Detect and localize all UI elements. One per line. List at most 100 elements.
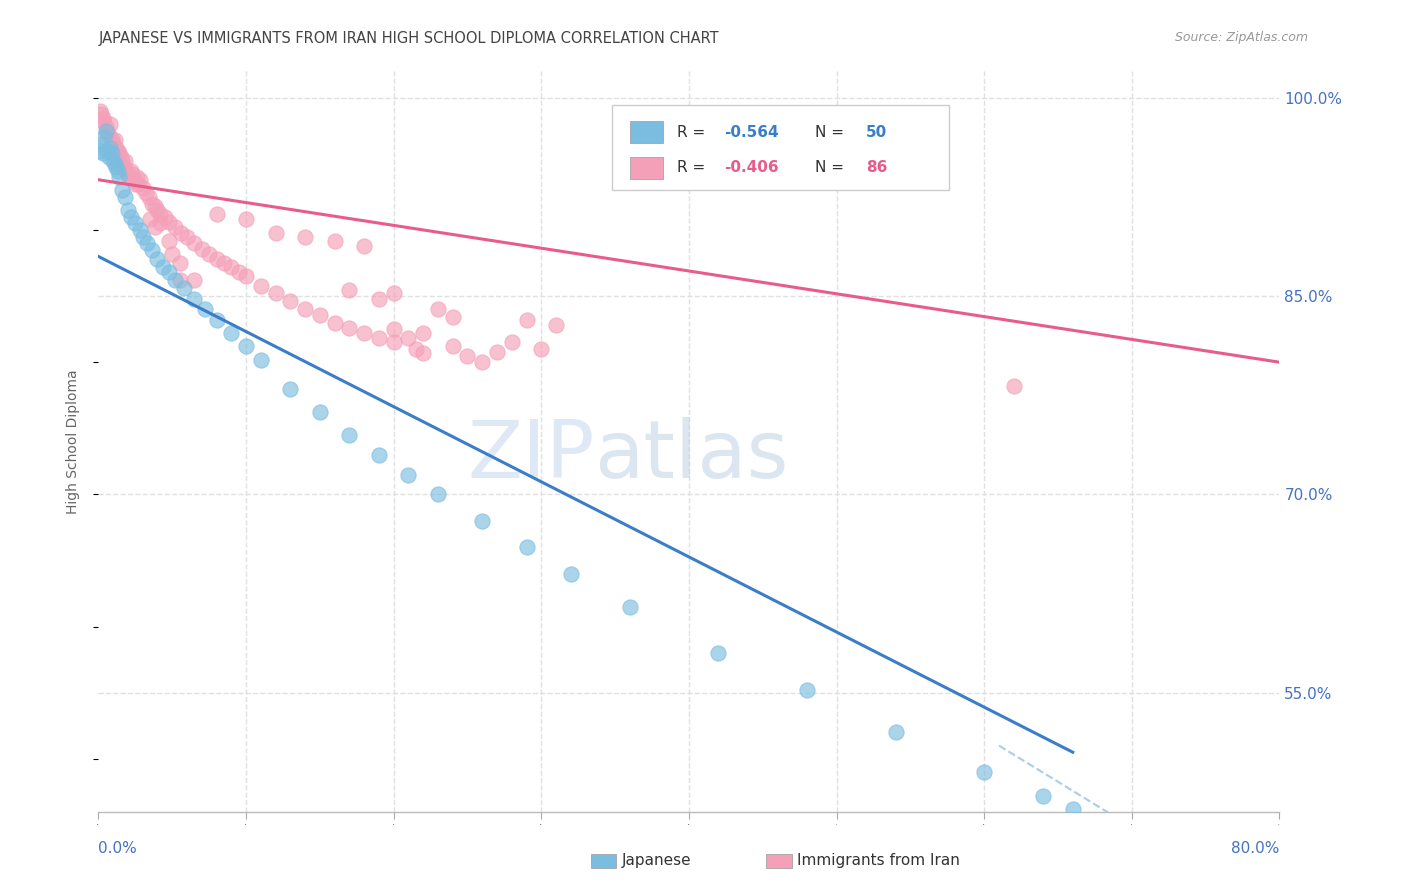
Text: N =: N = [815,160,849,175]
Point [1002,379,1025,393]
Point [457,349,479,363]
Point [107,144,129,158]
Point [235,212,257,227]
Text: ZIP: ZIP [467,417,595,495]
Point [382,335,405,350]
Point [112,160,135,174]
Point [111,183,134,197]
Text: N =: N = [815,125,849,139]
Point [427,302,450,317]
Point [176,229,198,244]
Point [89,144,111,158]
Point [339,283,361,297]
Point [141,243,163,257]
Y-axis label: High School Diploma: High School Diploma [66,369,80,514]
Point [441,339,464,353]
Point [194,302,217,317]
Point [471,355,494,369]
Text: Source: ZipAtlas.com: Source: ZipAtlas.com [1174,31,1308,45]
Point [94,120,117,134]
Point [169,256,191,270]
Point [117,168,139,182]
Point [135,186,157,200]
Point [228,265,250,279]
Point [471,514,494,528]
Point [96,124,118,138]
Point [250,352,273,367]
Point [264,286,287,301]
Point [165,273,187,287]
Point [89,103,111,118]
Point [619,599,641,614]
Point [122,173,145,187]
Point [294,302,316,317]
Point [405,342,427,356]
Point [136,236,159,251]
Point [114,190,136,204]
Point [124,216,146,230]
Point [796,683,818,698]
Point [973,765,995,780]
Point [486,344,509,359]
Point [90,106,112,120]
Point [143,199,166,213]
Point [516,313,538,327]
Point [323,316,346,330]
Point [93,114,115,128]
Point [412,326,434,340]
Point [103,154,125,169]
Point [93,130,115,145]
Point [117,203,139,218]
Point [441,310,464,325]
Text: -0.564: -0.564 [724,125,779,139]
Point [100,146,122,161]
Point [139,212,162,227]
Point [221,326,243,340]
Point [107,163,129,178]
Point [91,146,114,161]
Point [382,322,405,336]
Point [353,239,375,253]
Point [309,308,332,322]
Point [205,313,228,327]
Point [1032,789,1054,803]
Point [162,247,183,261]
Point [173,281,195,295]
Text: 80.0%: 80.0% [1232,841,1279,856]
Point [212,256,235,270]
Point [398,467,420,482]
Point [205,207,228,221]
Point [90,137,112,152]
Point [110,150,132,164]
Point [339,428,361,442]
Point [125,170,148,185]
Point [235,339,257,353]
Point [127,177,149,191]
Point [114,154,136,169]
Point [153,210,176,224]
Point [165,220,187,235]
Point [191,242,214,256]
Point [264,226,287,240]
Point [323,234,346,248]
Bar [630,121,664,144]
Point [108,170,131,185]
Point [707,646,730,660]
Point [250,278,273,293]
Point [97,150,120,164]
Point [98,141,121,155]
Point [104,133,127,147]
Point [115,163,138,178]
Bar [630,156,664,178]
Point [1062,802,1084,816]
Point [560,566,582,581]
Point [198,247,221,261]
Point [157,265,180,279]
Point [280,382,302,396]
Point [183,236,205,251]
Point [128,223,150,237]
Point [339,321,361,335]
Point [152,260,174,274]
Point [501,335,523,350]
Text: 0.0%: 0.0% [98,841,138,856]
